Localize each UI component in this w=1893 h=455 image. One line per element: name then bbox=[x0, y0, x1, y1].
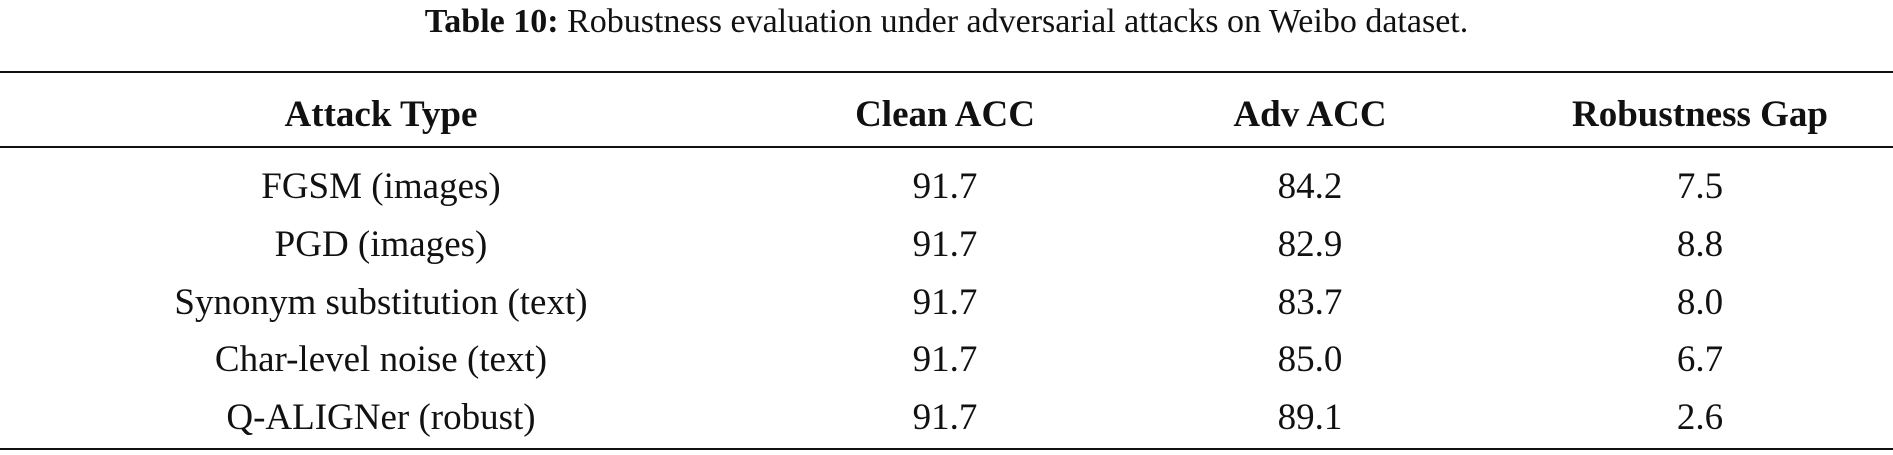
table-cell: 91.7 bbox=[912, 281, 978, 323]
table-cell: 85.0 bbox=[1277, 339, 1343, 381]
row-label: Char-level noise (text) bbox=[214, 339, 548, 381]
table-cell: 91.7 bbox=[912, 223, 978, 265]
caption-label: Table 10: bbox=[424, 3, 559, 40]
row-label: FGSM (images) bbox=[261, 166, 501, 207]
column-header: Robustness Gap bbox=[1571, 94, 1829, 135]
table-cell: 84.2 bbox=[1277, 166, 1343, 207]
bottom-rule bbox=[0, 448, 1893, 450]
table-cell: 2.6 bbox=[1676, 397, 1724, 439]
row-label: PGD (images) bbox=[274, 223, 488, 265]
row-label: Q-ALIGNer (robust) bbox=[226, 397, 536, 439]
table-cell: 8.0 bbox=[1676, 281, 1724, 323]
table-cell: 91.7 bbox=[912, 339, 978, 381]
table-cell: 6.7 bbox=[1676, 339, 1724, 381]
caption-text: Robustness evaluation under adversarial … bbox=[567, 3, 1469, 40]
column-header: Attack Type bbox=[284, 94, 478, 135]
table-caption: Table 10: Robustness evaluation under ad… bbox=[0, 4, 1893, 40]
table-cell: 7.5 bbox=[1676, 166, 1724, 207]
table-cell: 82.9 bbox=[1277, 223, 1343, 265]
column-header: Adv ACC bbox=[1233, 94, 1387, 135]
table-cell: 89.1 bbox=[1277, 397, 1343, 439]
table-cell: 83.7 bbox=[1277, 281, 1343, 323]
row-label: Synonym substitution (text) bbox=[174, 281, 588, 323]
top-rule bbox=[0, 71, 1893, 73]
table-cell: 91.7 bbox=[912, 397, 978, 439]
table-cell: 91.7 bbox=[912, 166, 978, 207]
mid-rule bbox=[0, 146, 1893, 148]
column-header: Clean ACC bbox=[855, 94, 1035, 135]
table-cell: 8.8 bbox=[1676, 223, 1724, 265]
